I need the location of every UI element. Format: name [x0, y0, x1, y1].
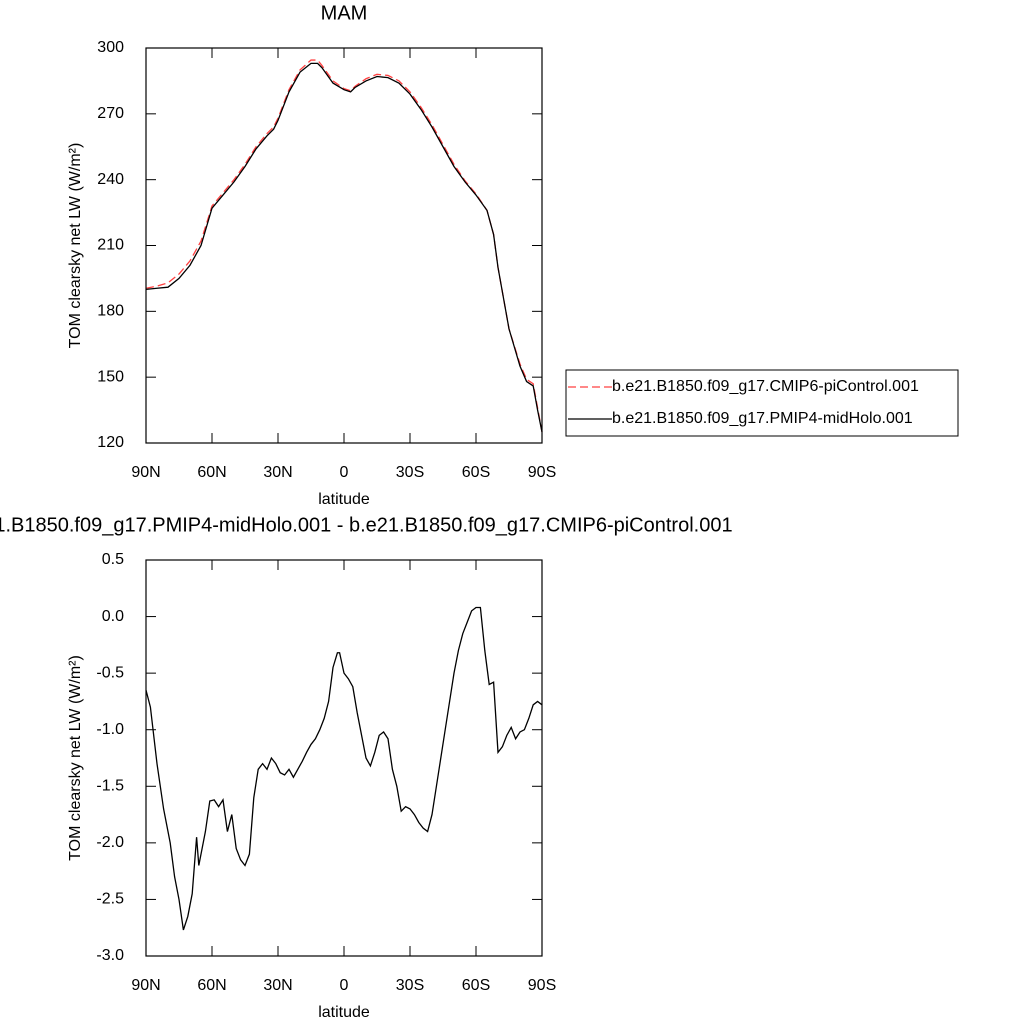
x-tick-label: 30N	[263, 977, 292, 994]
x-axis-label: latitude	[318, 491, 370, 508]
data-line	[145, 606, 543, 931]
y-tick-label: 0.0	[102, 608, 124, 625]
y-tick-label: 120	[97, 434, 124, 451]
x-tick-label: 0	[340, 977, 349, 994]
x-tick-label: 30N	[263, 464, 292, 481]
x-tick-label: 60N	[197, 977, 226, 994]
x-tick-label: 60S	[462, 977, 490, 994]
data-line	[145, 59, 543, 433]
y-axis-label: TOM clearsky net LW (W/m²)	[67, 655, 84, 861]
y-tick-label: -2.0	[96, 834, 124, 851]
x-tick-label: 60S	[462, 464, 490, 481]
data-line	[145, 62, 543, 433]
y-tick-label: 270	[97, 105, 124, 122]
y-tick-label: -0.5	[96, 664, 124, 681]
y-tick-label: -1.5	[96, 778, 124, 795]
legend-label: b.e21.B1850.f09_g17.PMIP4-midHolo.001	[612, 410, 913, 427]
y-tick-label: -3.0	[96, 947, 124, 964]
x-axis-label: latitude	[318, 1004, 370, 1021]
legend-box	[565, 369, 959, 437]
x-tick-label: 90S	[528, 464, 556, 481]
y-tick-label: 180	[97, 303, 124, 320]
y-tick-label: -2.5	[96, 891, 124, 908]
chart-title: MAM	[321, 2, 368, 24]
y-tick-label: -1.0	[96, 721, 124, 738]
y-axis-label: TOM clearsky net LW (W/m²)	[67, 143, 84, 349]
y-tick-label: 0.5	[102, 551, 124, 568]
x-tick-label: 90S	[528, 977, 556, 994]
x-tick-label: 90N	[131, 464, 160, 481]
y-tick-label: 210	[97, 237, 124, 254]
y-tick-label: 300	[97, 39, 124, 56]
y-tick-label: 240	[97, 171, 124, 188]
chart-title: b.e21.B1850.f09_g17.PMIP4-midHolo.001 - …	[0, 514, 733, 536]
x-tick-label: 30S	[396, 464, 424, 481]
x-tick-label: 0	[340, 464, 349, 481]
plot-frame	[145, 559, 543, 957]
legend-label: b.e21.B1850.f09_g17.CMIP6-piControl.001	[612, 378, 919, 395]
x-tick-label: 30S	[396, 977, 424, 994]
x-tick-label: 60N	[197, 464, 226, 481]
plot-frame	[145, 47, 543, 444]
legend: b.e21.B1850.f09_g17.CMIP6-piControl.001b…	[565, 369, 959, 437]
y-tick-label: 150	[97, 368, 124, 385]
x-tick-label: 90N	[131, 977, 160, 994]
